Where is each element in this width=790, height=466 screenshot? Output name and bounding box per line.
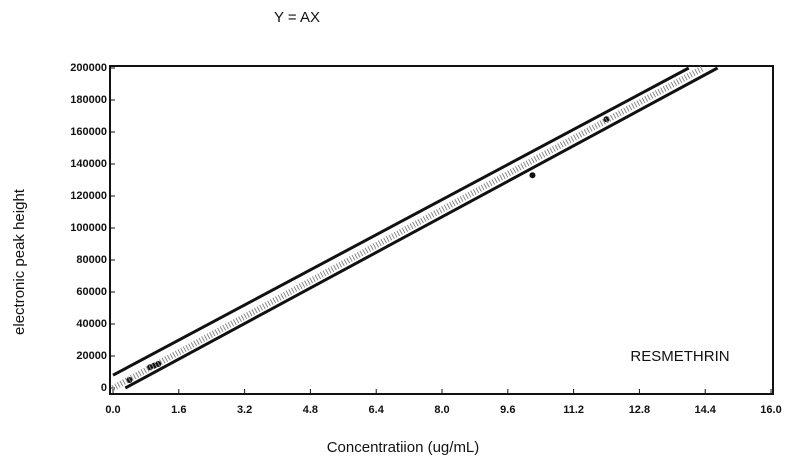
x-tick-label: 3.2 (237, 404, 252, 416)
y-axis-label: electronic peak height (11, 188, 28, 335)
x-tick-label: 14.4 (694, 404, 716, 416)
plot-frame (109, 65, 774, 395)
y-tick-label: 20000 (76, 350, 107, 362)
y-tick-label: 140000 (70, 158, 107, 170)
y-tick-label: 60000 (76, 286, 107, 298)
x-tick-label: 6.4 (369, 404, 385, 416)
x-tick-label: 16.0 (760, 404, 781, 416)
confidence-line (124, 66, 719, 390)
y-tick-label: 120000 (70, 190, 107, 202)
annotation: RESMETHRIN (630, 348, 729, 365)
x-tick-label: 8.0 (434, 404, 449, 416)
confidence-line (112, 66, 690, 377)
y-tick-label: 80000 (76, 254, 107, 266)
y-tick-label: 200000 (70, 62, 107, 74)
data-point (529, 172, 536, 179)
fit-line (111, 66, 705, 391)
y-tick-label: 0 (101, 382, 107, 394)
x-tick-label: 1.6 (171, 404, 186, 416)
x-tick-label: 11.2 (563, 404, 584, 416)
x-tick-label: 4.8 (303, 404, 318, 416)
chart-title: Y = AX (274, 9, 320, 26)
y-tick-label: 160000 (70, 126, 107, 138)
x-axis-label: Concentratiion (ug/mL) (327, 439, 480, 456)
x-tick-label: 0.0 (105, 404, 120, 416)
x-tick-label: 12.8 (629, 404, 650, 416)
y-tick-label: 100000 (70, 222, 107, 234)
y-tick-label: 180000 (70, 94, 107, 106)
x-tick-label: 9.6 (500, 404, 515, 416)
y-tick-label: 40000 (76, 318, 107, 330)
